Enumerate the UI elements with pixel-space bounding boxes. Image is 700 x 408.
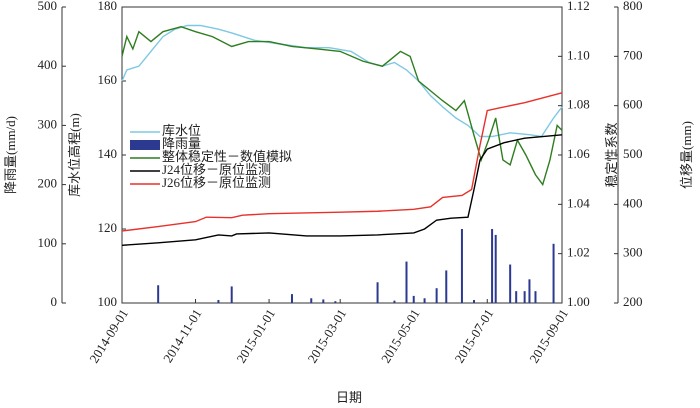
series-line (121, 134, 563, 246)
x-axis-title: 日期 (336, 390, 362, 405)
legend-swatch (130, 140, 160, 150)
x-tick-label: 2014-09-01 (86, 306, 131, 365)
bar (290, 294, 293, 303)
y-axis-title: 库水位高程(m) (67, 113, 82, 197)
y-tick-label: 120 (98, 220, 118, 235)
bar (157, 285, 160, 303)
y-axis-title: 降雨量(mm/d) (3, 116, 18, 194)
x-tick-label: 2015-01-01 (233, 306, 278, 365)
y-tick-label: 1.10 (567, 47, 590, 62)
legend-label: 降雨量 (162, 136, 201, 151)
bar (322, 299, 325, 303)
y-tick-label: 180 (98, 0, 118, 13)
y-tick-label: 300 (623, 245, 643, 260)
bar (405, 261, 408, 303)
y-tick-label: 700 (623, 47, 643, 62)
legend-label: J26位移－原位监测 (162, 175, 271, 190)
x-tick-label: 2015-03-01 (304, 306, 349, 365)
bar (534, 291, 537, 303)
x-tick-label: 2015-09-01 (526, 306, 571, 365)
x-tick-label: 2014-11-01 (160, 306, 205, 365)
bar (376, 282, 379, 303)
x-tick-label: 2015-07-01 (451, 306, 496, 365)
y-axis-title: 稳定性系数 (604, 122, 619, 187)
bar (494, 234, 497, 303)
bar (491, 229, 494, 303)
bar (310, 298, 313, 303)
y-tick-label: 800 (623, 0, 643, 13)
bar (552, 243, 555, 303)
y-tick-label: 1.04 (567, 195, 590, 210)
y-tick-label: 500 (38, 0, 58, 13)
bar (445, 270, 448, 303)
y-tick-label: 1.00 (567, 294, 590, 309)
legend-label: 库水位 (162, 123, 201, 138)
y-tick-label: 400 (623, 195, 643, 210)
y-tick-label: 100 (98, 294, 118, 309)
y-tick-label: 140 (98, 146, 118, 161)
bar (217, 300, 220, 303)
y-axis-title: 位移量(mm) (679, 121, 694, 189)
y-tick-label: 1.02 (567, 245, 590, 260)
bar (230, 286, 233, 303)
y-tick-label: 600 (623, 97, 643, 112)
bar (515, 291, 518, 303)
bar (523, 291, 526, 303)
x-tick-label: 2015-05-01 (378, 306, 423, 365)
bar (393, 300, 396, 303)
y-tick-label: 1.12 (567, 0, 590, 13)
y-tick-label: 300 (38, 116, 58, 131)
y-tick-label: 0 (51, 294, 58, 309)
bar (423, 298, 426, 303)
bar (412, 295, 415, 303)
bar (460, 229, 463, 303)
y-tick-label: 200 (38, 176, 58, 191)
bar (509, 264, 512, 303)
y-tick-label: 160 (98, 72, 118, 87)
bar (435, 288, 438, 303)
legend-label: 整体稳定性－数值模拟 (162, 149, 292, 164)
legend-label: J24位移－原位监测 (162, 162, 271, 177)
series-line (121, 92, 563, 232)
bar (528, 279, 531, 303)
y-tick-label: 100 (38, 235, 58, 250)
bar (473, 300, 475, 303)
y-tick-label: 400 (38, 57, 58, 72)
y-tick-label: 1.08 (567, 97, 590, 112)
y-tick-label: 1.06 (567, 146, 590, 161)
y-tick-label: 200 (623, 294, 643, 309)
bar (334, 301, 337, 303)
y-tick-label: 500 (623, 146, 643, 161)
